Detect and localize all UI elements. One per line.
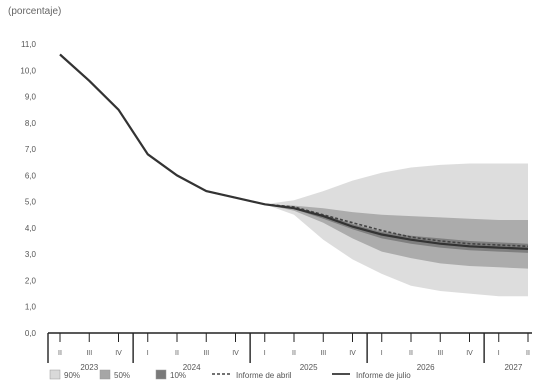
legend-label: 50% bbox=[114, 371, 130, 380]
x-quarter-label: III bbox=[86, 350, 92, 357]
legend-label: 10% bbox=[170, 371, 186, 380]
x-quarter-label: I bbox=[264, 350, 266, 357]
y-tick-label: 1,0 bbox=[25, 303, 37, 312]
x-quarter-label: III bbox=[437, 350, 443, 357]
legend-item: 90% bbox=[49, 369, 80, 380]
x-quarter-label: II bbox=[292, 350, 296, 357]
y-tick-label: 9,0 bbox=[25, 93, 37, 102]
legend-label: Informe de abril bbox=[236, 371, 292, 380]
x-quarter-label: IV bbox=[349, 350, 356, 357]
y-tick-label: 4,0 bbox=[25, 224, 37, 233]
x-year-label: 2023 bbox=[80, 363, 98, 372]
legend-item: 10% bbox=[155, 369, 186, 380]
x-quarter-label: II bbox=[526, 350, 530, 357]
series-line-informe-de-julio bbox=[59, 53, 529, 250]
x-year-label: 2025 bbox=[300, 363, 318, 372]
legend-item: Informe de abril bbox=[212, 371, 292, 380]
x-year-label: 2024 bbox=[183, 363, 201, 372]
x-quarter-label: I bbox=[147, 350, 149, 357]
y-unit-label: (porcentaje) bbox=[8, 6, 62, 17]
y-tick-label: 6,0 bbox=[25, 171, 37, 180]
legend-swatch bbox=[49, 369, 61, 380]
x-quarter-label: II bbox=[175, 350, 179, 357]
y-tick-label: 11,0 bbox=[21, 40, 37, 49]
y-tick-label: 2,0 bbox=[25, 276, 37, 285]
x-quarter-label: III bbox=[320, 350, 326, 357]
x-quarter-label: I bbox=[498, 350, 500, 357]
y-tick-label: 0,0 bbox=[25, 329, 37, 338]
y-tick-label: 3,0 bbox=[25, 250, 37, 259]
legend-label: 90% bbox=[64, 371, 80, 380]
x-quarter-label: II bbox=[58, 350, 62, 357]
legend-swatch bbox=[99, 369, 111, 380]
x-year-label: 2027 bbox=[504, 363, 522, 372]
fan-band-10pct bbox=[264, 204, 528, 253]
y-tick-label: 8,0 bbox=[25, 119, 37, 128]
x-quarter-label: I bbox=[381, 350, 383, 357]
y-tick-label: 7,0 bbox=[25, 145, 37, 154]
y-tick-label: 5,0 bbox=[25, 198, 37, 207]
legend-label: Informe de julio bbox=[356, 371, 411, 380]
x-quarter-label: IV bbox=[115, 350, 122, 357]
x-quarter-label: II bbox=[409, 350, 413, 357]
x-year-label: 2026 bbox=[417, 363, 435, 372]
legend-item: Informe de julio bbox=[332, 371, 411, 380]
x-quarter-label: III bbox=[203, 350, 209, 357]
y-tick-label: 10,0 bbox=[20, 66, 36, 75]
x-quarter-label: IV bbox=[466, 350, 473, 357]
legend-swatch bbox=[155, 369, 167, 380]
x-quarter-label: IV bbox=[232, 350, 239, 357]
legend-item: 50% bbox=[99, 369, 130, 380]
